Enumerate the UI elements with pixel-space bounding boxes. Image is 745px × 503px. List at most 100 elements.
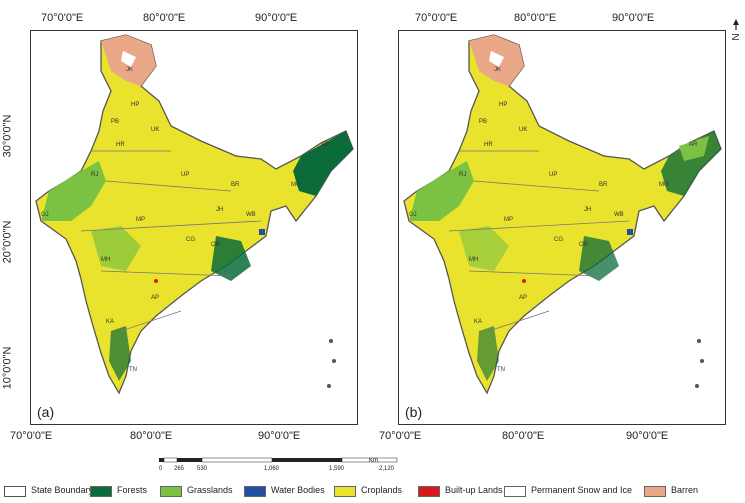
built-up-point: [154, 279, 158, 283]
panel-label-b: (b): [405, 404, 423, 420]
scale-tick-0: 0: [159, 466, 163, 472]
state-label-up: UP: [549, 172, 557, 178]
state-boundaries: [80, 150, 262, 332]
state-label-hr: HR: [484, 142, 493, 148]
state-label-mp: MP: [504, 217, 513, 223]
map-panel-a: JK HP PB UK HR RJ UP BR JH WB GJ MP CG O…: [30, 30, 358, 425]
state-label-jk: JK: [126, 67, 133, 73]
legend-label: Croplands: [361, 485, 403, 495]
state-label-wb: WB: [246, 212, 256, 218]
island-c: [327, 384, 331, 388]
top-lon-label-left-70: 70°0'0"E: [41, 12, 84, 24]
state-label-jh: JH: [584, 207, 591, 213]
grassland-region-west: [409, 161, 474, 221]
state-label-mg: MG: [291, 182, 301, 188]
state-label-br: BR: [231, 182, 240, 188]
state-boundaries: [448, 150, 630, 332]
bottom-lon-label-right-80: 80°0'0"E: [502, 430, 545, 442]
scale-tick-1: 265: [174, 466, 185, 472]
scale-tick-5: 2,120: [379, 466, 395, 472]
legend-label: State Boundary: [31, 485, 94, 495]
lat-label-left-10: 10°0'0"N: [1, 346, 14, 390]
grassland-region-northeast: [679, 136, 709, 161]
snow-region: [121, 51, 136, 67]
state-label-cg: CG: [186, 237, 195, 243]
state-label-ap: AP: [151, 295, 159, 301]
built-up-point: [522, 279, 526, 283]
map-panel-b: JK HP PB UK HR RJ UP BR JH WB GJ MP CG O…: [398, 30, 726, 425]
barren-swatch: [644, 486, 666, 497]
grassland-region-west: [41, 161, 106, 221]
water-body: [627, 229, 633, 235]
island-a: [697, 339, 701, 343]
legend-label: Forests: [117, 485, 148, 495]
top-lon-label-left-80: 80°0'0"E: [143, 12, 186, 24]
lat-label-left-20: 20°0'0"N: [1, 220, 14, 264]
state-label-wb: WB: [614, 212, 624, 218]
state-label-ap: AP: [519, 295, 527, 301]
bottom-lon-label-right-90: 90°0'0"E: [626, 430, 669, 442]
water-body: [259, 229, 265, 235]
north-arrow-icon: N: [729, 18, 743, 44]
state-label-ar: AR: [321, 142, 330, 148]
legend: State Boundary Forests Grasslands Water …: [4, 482, 741, 500]
state-label-jk: JK: [494, 67, 501, 73]
state-label-mg: MG: [659, 182, 669, 188]
forest-region-south: [477, 326, 499, 381]
state-label-or: OR: [579, 242, 589, 248]
bottom-lon-label-left-90: 90°0'0"E: [258, 430, 301, 442]
top-lon-label-right-90: 90°0'0"E: [612, 12, 655, 24]
state-label-pb: PB: [111, 119, 119, 125]
bottom-lon-label-right-70: 70°0'0"E: [379, 430, 422, 442]
forests-swatch: [90, 486, 112, 497]
forest-region-northeast: [661, 131, 721, 196]
scale-tick-3: 1,060: [264, 466, 280, 472]
grassland-region-central: [459, 226, 509, 271]
india-map-b: JK HP PB UK HR RJ UP BR JH WB GJ MP CG O…: [403, 34, 722, 395]
country-outline: [403, 34, 722, 395]
legend-label: Water Bodies: [271, 485, 325, 495]
state-label-pb: PB: [479, 119, 487, 125]
state-label-gj: GJ: [41, 212, 49, 218]
india-map-a: JK HP PB UK HR RJ UP BR JH WB GJ MP CG O…: [35, 34, 354, 395]
scale-bar: Km 0 265 530 1,060 1,590 2,120: [159, 456, 399, 482]
state-label-hp: HP: [499, 102, 507, 108]
forest-region-northeast: [293, 131, 353, 196]
state-label-mh: MH: [101, 257, 110, 263]
state-label-ka: KA: [474, 319, 482, 325]
snow-ice-swatch: [504, 486, 526, 497]
forest-region-central-east: [579, 236, 619, 281]
state-boundary-swatch: [4, 486, 26, 497]
legend-label: Grasslands: [187, 485, 233, 495]
scale-tick-4: 1,590: [329, 466, 345, 472]
grasslands-swatch: [160, 486, 182, 497]
state-label-uk: UK: [151, 127, 159, 133]
lat-label-left-30: 30°0'0"N: [1, 114, 14, 158]
croplands-swatch: [334, 486, 356, 497]
legend-label: Barren: [671, 485, 699, 495]
island-c: [695, 384, 699, 388]
north-label: N: [729, 33, 740, 40]
state-label-ka: KA: [106, 319, 114, 325]
built-up-lands-swatch: [418, 486, 440, 497]
forest-region-central-east: [211, 236, 251, 281]
state-label-tn: TN: [497, 367, 505, 373]
state-label-uk: UK: [519, 127, 527, 133]
snow-region: [489, 51, 504, 67]
state-label-ar: AR: [689, 142, 698, 148]
state-label-rj: RJ: [91, 172, 98, 178]
island-a: [329, 339, 333, 343]
island-b: [332, 359, 336, 363]
state-label-cg: CG: [554, 237, 563, 243]
top-lon-label-left-90: 90°0'0"E: [255, 12, 298, 24]
country-outline: [35, 34, 354, 395]
water-bodies-swatch: [244, 486, 266, 497]
scale-unit: Km: [369, 458, 378, 464]
top-lon-label-right-70: 70°0'0"E: [415, 12, 458, 24]
top-lon-label-right-80: 80°0'0"E: [514, 12, 557, 24]
state-label-mp: MP: [136, 217, 145, 223]
forest-region-south: [109, 326, 131, 381]
panel-label-a: (a): [37, 404, 55, 420]
state-label-jh: JH: [216, 207, 223, 213]
state-label-gj: GJ: [409, 212, 417, 218]
